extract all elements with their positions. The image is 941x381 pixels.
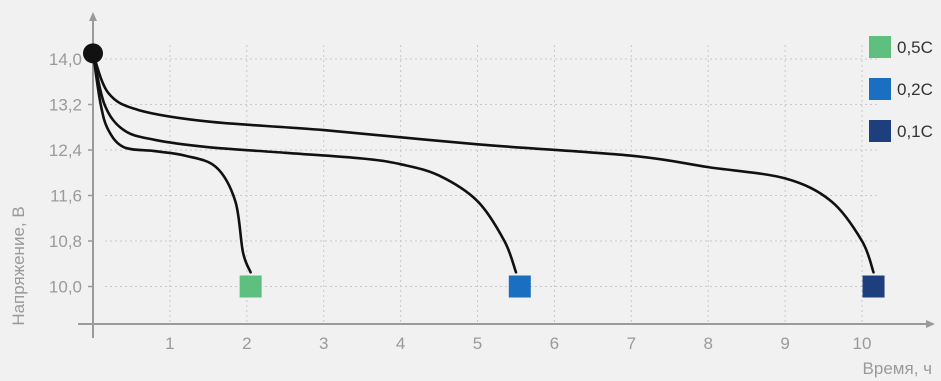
y-tick-label: 13,2 bbox=[49, 96, 82, 115]
x-tick-label: 8 bbox=[703, 334, 712, 353]
x-axis-title: Время, ч bbox=[863, 359, 932, 378]
legend-label-1: 0,2C bbox=[897, 80, 933, 99]
legend: 0,5C 0,2C 0,1C bbox=[869, 36, 933, 142]
x-tick-label: 10 bbox=[853, 334, 872, 353]
x-tick-label: 1 bbox=[165, 334, 174, 353]
y-tick-label: 14,0 bbox=[49, 50, 82, 69]
end-marker-0 bbox=[239, 275, 262, 298]
start-point bbox=[83, 43, 103, 64]
series-line-1 bbox=[91, 52, 518, 274]
y-tick-label: 11,6 bbox=[50, 187, 82, 206]
legend-label-2: 0,1C bbox=[897, 122, 933, 141]
legend-label-0: 0,5C bbox=[897, 38, 933, 57]
legend-swatch-0 bbox=[869, 36, 891, 58]
x-axis-arrow bbox=[926, 320, 935, 328]
x-tick-label: 9 bbox=[780, 334, 789, 353]
legend-swatch-2 bbox=[869, 120, 891, 142]
series-line-2 bbox=[91, 52, 875, 274]
x-tick-label: 6 bbox=[550, 334, 559, 353]
start-marker bbox=[83, 43, 103, 64]
x-tick-labels: 1 2 3 4 5 6 7 8 9 10 bbox=[165, 334, 871, 353]
x-tick-label: 7 bbox=[627, 334, 636, 353]
grid-lines bbox=[105, 45, 880, 324]
legend-swatch-1 bbox=[869, 78, 891, 100]
y-tick-label: 10,0 bbox=[49, 278, 82, 297]
axes bbox=[78, 12, 935, 338]
x-tick-label: 3 bbox=[319, 334, 328, 353]
y-axis-title: Напряжение, В bbox=[9, 206, 28, 325]
end-marker-1 bbox=[508, 275, 531, 298]
end-markers bbox=[239, 275, 885, 298]
x-tick-label: 4 bbox=[396, 334, 405, 353]
y-tick-labels: 14,0 13,2 12,4 11,6 10,8 10,0 bbox=[49, 50, 82, 297]
y-tick-label: 10,8 bbox=[49, 232, 82, 251]
x-tick-label: 2 bbox=[242, 334, 251, 353]
y-axis-arrow bbox=[89, 12, 97, 21]
series-line-0 bbox=[91, 52, 252, 274]
x-tick-label: 5 bbox=[473, 334, 482, 353]
end-marker-2 bbox=[862, 275, 885, 298]
y-tick-label: 12,4 bbox=[49, 141, 82, 160]
series-lines bbox=[91, 52, 875, 274]
